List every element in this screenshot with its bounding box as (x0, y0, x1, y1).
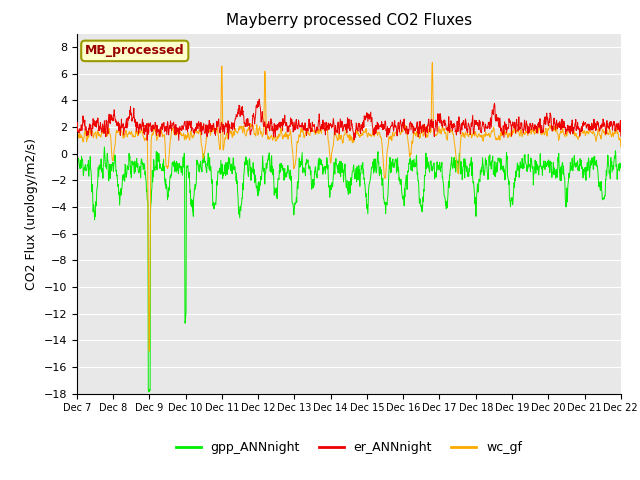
Legend: gpp_ANNnight, er_ANNnight, wc_gf: gpp_ANNnight, er_ANNnight, wc_gf (171, 436, 527, 459)
Text: MB_processed: MB_processed (85, 44, 184, 58)
Title: Mayberry processed CO2 Fluxes: Mayberry processed CO2 Fluxes (226, 13, 472, 28)
Y-axis label: CO2 Flux (urology/m2/s): CO2 Flux (urology/m2/s) (25, 138, 38, 289)
